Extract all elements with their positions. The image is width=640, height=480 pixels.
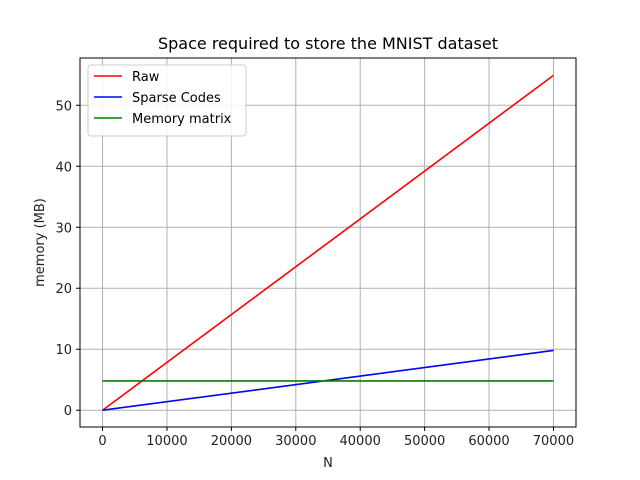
x-axis-label: N	[323, 456, 333, 471]
y-tick-label: 20	[55, 282, 72, 297]
y-tick-label: 30	[55, 221, 72, 236]
x-tick-label: 0	[98, 434, 106, 449]
legend: Raw Sparse Codes Memory matrix	[87, 64, 247, 137]
legend-label-memory-matrix: Memory matrix	[132, 112, 232, 127]
x-tick-label: 10000	[146, 434, 187, 449]
series-line-raw	[102, 74, 554, 411]
chart-title: Space required to store the MNIST datase…	[158, 34, 498, 53]
x-tick-label: 50000	[404, 434, 445, 449]
legend-label-raw: Raw	[132, 70, 160, 85]
plot-frame	[79, 57, 577, 428]
legend-box	[87, 64, 247, 137]
x-tick-label: 30000	[275, 434, 316, 449]
y-tick-label: 10	[55, 343, 72, 358]
y-tick-label: 0	[64, 404, 72, 419]
legend-label-sparse-codes: Sparse Codes	[132, 91, 221, 106]
y-axis-label: memory (MB)	[33, 198, 48, 287]
x-tick-label: 60000	[468, 434, 509, 449]
y-tick-label: 40	[55, 160, 72, 175]
series-lines	[102, 74, 554, 412]
axis-ticks: 0 10000 20000 30000 40000 50000 60000 70000 0 10 2…	[55, 99, 574, 449]
y-tick-label: 50	[55, 99, 72, 114]
x-tick-label: 70000	[533, 434, 574, 449]
x-tick-label: 20000	[211, 434, 252, 449]
x-tick-label: 40000	[340, 434, 381, 449]
